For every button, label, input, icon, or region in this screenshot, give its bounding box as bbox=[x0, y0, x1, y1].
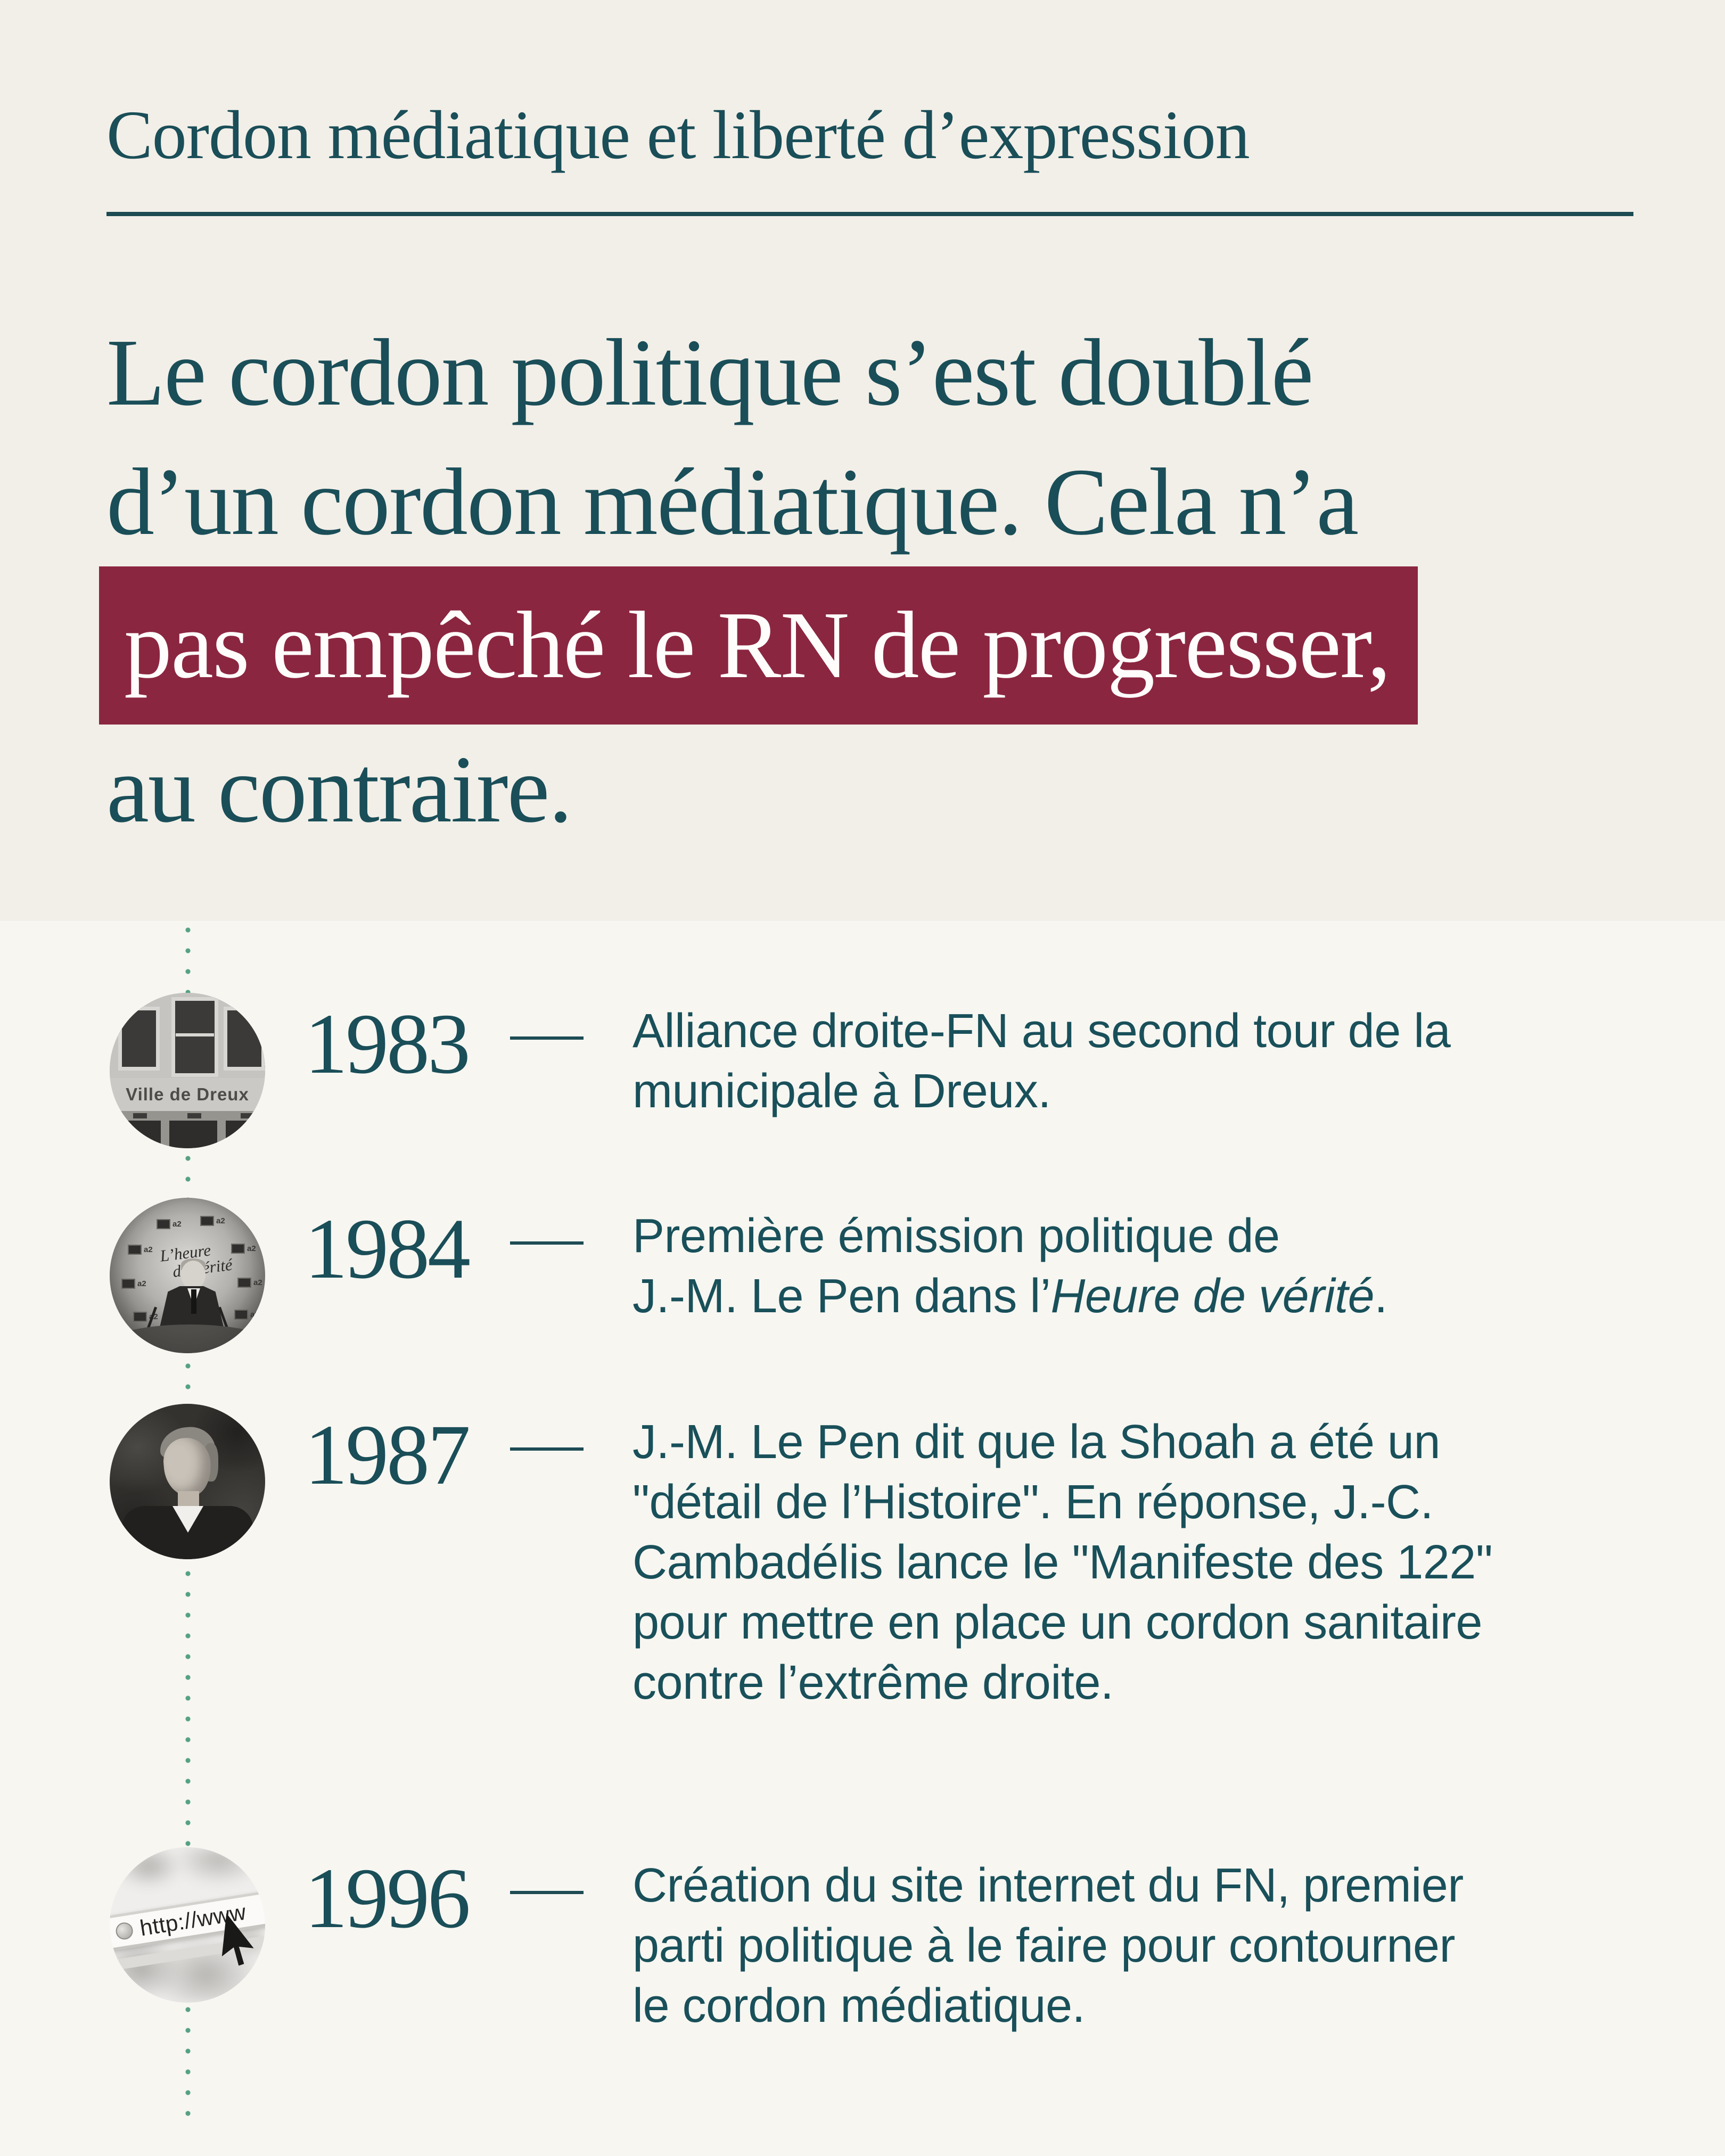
timeline-row-1996: http://www 1996 Création du site interne… bbox=[0, 1847, 1725, 2032]
event-description: Création du site internet du FN, premier… bbox=[632, 1856, 1464, 2036]
headline-highlight: pas empêché le RN de progresser, bbox=[99, 566, 1418, 725]
event-line: pour mettre en place un cordon sanitaire bbox=[632, 1596, 1482, 1649]
year-label: 1984 bbox=[305, 1202, 471, 1297]
event-line: J.-M. Le Pen dans l’Heure de vérité. bbox=[632, 1270, 1387, 1323]
timeline-row-1984: a2 a2 a2 a2 a2 a2 a2 a2 L’heure de Vérit… bbox=[0, 1198, 1725, 1357]
building-door bbox=[169, 1121, 217, 1148]
photo-vignette bbox=[110, 1198, 265, 1353]
year-label: 1987 bbox=[305, 1408, 471, 1503]
building-awning bbox=[187, 1113, 201, 1118]
event-line: Alliance droite-FN au second tour de la bbox=[632, 1005, 1451, 1058]
event-line: le cordon médiatique. bbox=[632, 1979, 1086, 2032]
photo-cambadelis-portrait bbox=[110, 1404, 265, 1559]
timeline-row-1987: 1987 J.-M. Le Pen dit que la Shoah a été… bbox=[0, 1404, 1725, 1709]
event-line: Première émission politique de bbox=[632, 1209, 1280, 1263]
cursor-icon bbox=[221, 1913, 257, 1968]
building-awning bbox=[133, 1113, 147, 1118]
event-line: parti politique à le faire pour contourn… bbox=[632, 1919, 1455, 1972]
event-description: J.-M. Le Pen dit que la Shoah a été un "… bbox=[632, 1412, 1493, 1713]
building-window bbox=[224, 1007, 265, 1071]
event-line: Cambadélis lance le "Manifeste des 122" bbox=[632, 1536, 1493, 1589]
event-line: "détail de l’Histoire". En réponse, J.-C… bbox=[632, 1476, 1434, 1529]
photo-browser-address-bar: http://www bbox=[110, 1847, 265, 2003]
kicker-title: Cordon médiatique et liberté d’expressio… bbox=[106, 97, 1250, 174]
event-line: Création du site internet du FN, premier bbox=[632, 1859, 1464, 1912]
year-dash bbox=[510, 1447, 584, 1451]
event-line: J.-M. Le Pen dit que la Shoah a été un bbox=[632, 1416, 1441, 1469]
building-window-sash bbox=[176, 1033, 214, 1036]
year-dash bbox=[510, 1036, 584, 1040]
event-description: Première émission politique de J.-M. Le … bbox=[632, 1206, 1387, 1327]
event-description: Alliance droite-FN au second tour de la … bbox=[632, 1001, 1451, 1122]
headline: Le cordon politique s’est doublé d’un co… bbox=[99, 308, 1418, 854]
year-label: 1983 bbox=[305, 997, 471, 1092]
year-label: 1996 bbox=[305, 1851, 471, 1946]
event-line: contre l’extrême droite. bbox=[632, 1656, 1114, 1709]
headline-line-3: pas empêché le RN de progresser, bbox=[99, 566, 1418, 725]
building-awning bbox=[241, 1113, 254, 1118]
globe-icon bbox=[114, 1921, 134, 1941]
building-door bbox=[226, 1121, 265, 1148]
timeline-row-1983: Ville de Dreux 1983 Alliance droite-FN a… bbox=[0, 993, 1725, 1153]
italic-title: Heure de vérité bbox=[1050, 1270, 1375, 1323]
title-underline bbox=[106, 212, 1633, 216]
building-window bbox=[171, 997, 218, 1077]
headline-line-2: d’un cordon médiatique. Cela n’a bbox=[106, 449, 1359, 555]
headline-line-4: au contraire. bbox=[106, 736, 572, 842]
building-door bbox=[118, 1121, 161, 1148]
building-name-sign: Ville de Dreux bbox=[110, 1078, 265, 1111]
year-dash bbox=[510, 1241, 584, 1245]
headline-line-1: Le cordon politique s’est doublé bbox=[106, 319, 1313, 425]
event-line: municipale à Dreux. bbox=[632, 1065, 1051, 1118]
photo-ville-de-dreux: Ville de Dreux bbox=[110, 993, 265, 1148]
photo-le-pen-tv-studio: a2 a2 a2 a2 a2 a2 a2 a2 L’heure de Vérit… bbox=[110, 1198, 265, 1353]
building-window bbox=[118, 1007, 160, 1071]
year-dash bbox=[510, 1891, 584, 1894]
